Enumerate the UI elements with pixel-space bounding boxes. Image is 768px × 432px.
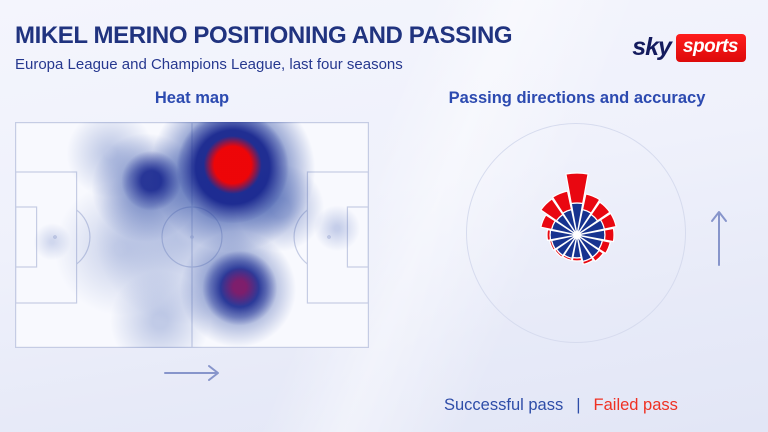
rose-sector-failed-W xyxy=(546,229,552,241)
rose-sector-failed-NW xyxy=(540,198,564,222)
rose-sector-failed-SE xyxy=(591,249,604,262)
rose-sector-failed-S xyxy=(571,257,583,262)
sky-sports-logo: sky sports xyxy=(632,33,746,62)
pass-legend: Successful pass | Failed pass xyxy=(444,396,678,415)
rose-sectors xyxy=(540,172,617,265)
legend-failed-pass: Failed pass xyxy=(593,396,678,414)
rose-sector-failed-SSW xyxy=(562,254,573,262)
rose-centre-dot-core xyxy=(574,232,580,238)
rose-sector-failed-N xyxy=(565,172,589,205)
rose-sector-failed-WNW xyxy=(540,214,556,231)
rose-sector-failed-SSE xyxy=(582,257,594,265)
legend-separator: | xyxy=(576,396,581,414)
football-pitch xyxy=(15,122,369,348)
sky-logo-text: sky xyxy=(632,33,672,61)
rose-chart xyxy=(540,172,617,265)
rose-sector-failed-NNW xyxy=(552,190,573,214)
heatmap-layer xyxy=(15,122,369,348)
rose-sector-failed-ESE xyxy=(598,239,611,255)
rose-sector-failed-E xyxy=(603,227,615,243)
attack-direction-arrow-up xyxy=(711,211,727,266)
rose-sector-failed-ENE xyxy=(599,212,617,230)
rose-sector-failed-SW xyxy=(554,248,564,258)
legend-successful-pass: Successful pass xyxy=(444,396,564,414)
rose-sector-failed-NNE xyxy=(581,193,601,214)
rose-sector-failed-NE xyxy=(590,201,611,222)
rose-boundary-circle xyxy=(466,123,686,343)
heatmap-title: Heat map xyxy=(154,89,230,107)
rose-sector-failed-WSW xyxy=(549,239,556,251)
sports-logo-badge: sports xyxy=(675,33,746,62)
page-subtitle: Europa League and Champions League, last… xyxy=(15,56,403,73)
attack-direction-arrow-right xyxy=(164,365,219,381)
rose-title: Passing directions and accuracy xyxy=(448,89,706,107)
page-title: MIKEL MERINO POSITIONING AND PASSING xyxy=(15,22,513,49)
